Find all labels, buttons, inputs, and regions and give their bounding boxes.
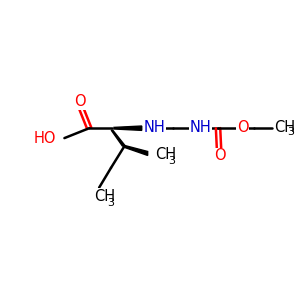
Text: CH: CH — [156, 148, 177, 163]
Polygon shape — [111, 130, 125, 146]
Text: NH: NH — [144, 120, 166, 135]
Text: NH: NH — [189, 120, 211, 135]
Polygon shape — [125, 146, 148, 155]
Polygon shape — [114, 126, 142, 130]
Text: 3: 3 — [169, 156, 176, 166]
Text: O: O — [214, 148, 226, 164]
Text: HO: HO — [34, 130, 56, 146]
Text: 3: 3 — [107, 197, 114, 208]
Text: 3: 3 — [287, 127, 294, 137]
Text: O: O — [237, 120, 249, 135]
Text: O: O — [74, 94, 86, 109]
Text: CH: CH — [94, 189, 115, 204]
Text: CH: CH — [274, 120, 296, 135]
